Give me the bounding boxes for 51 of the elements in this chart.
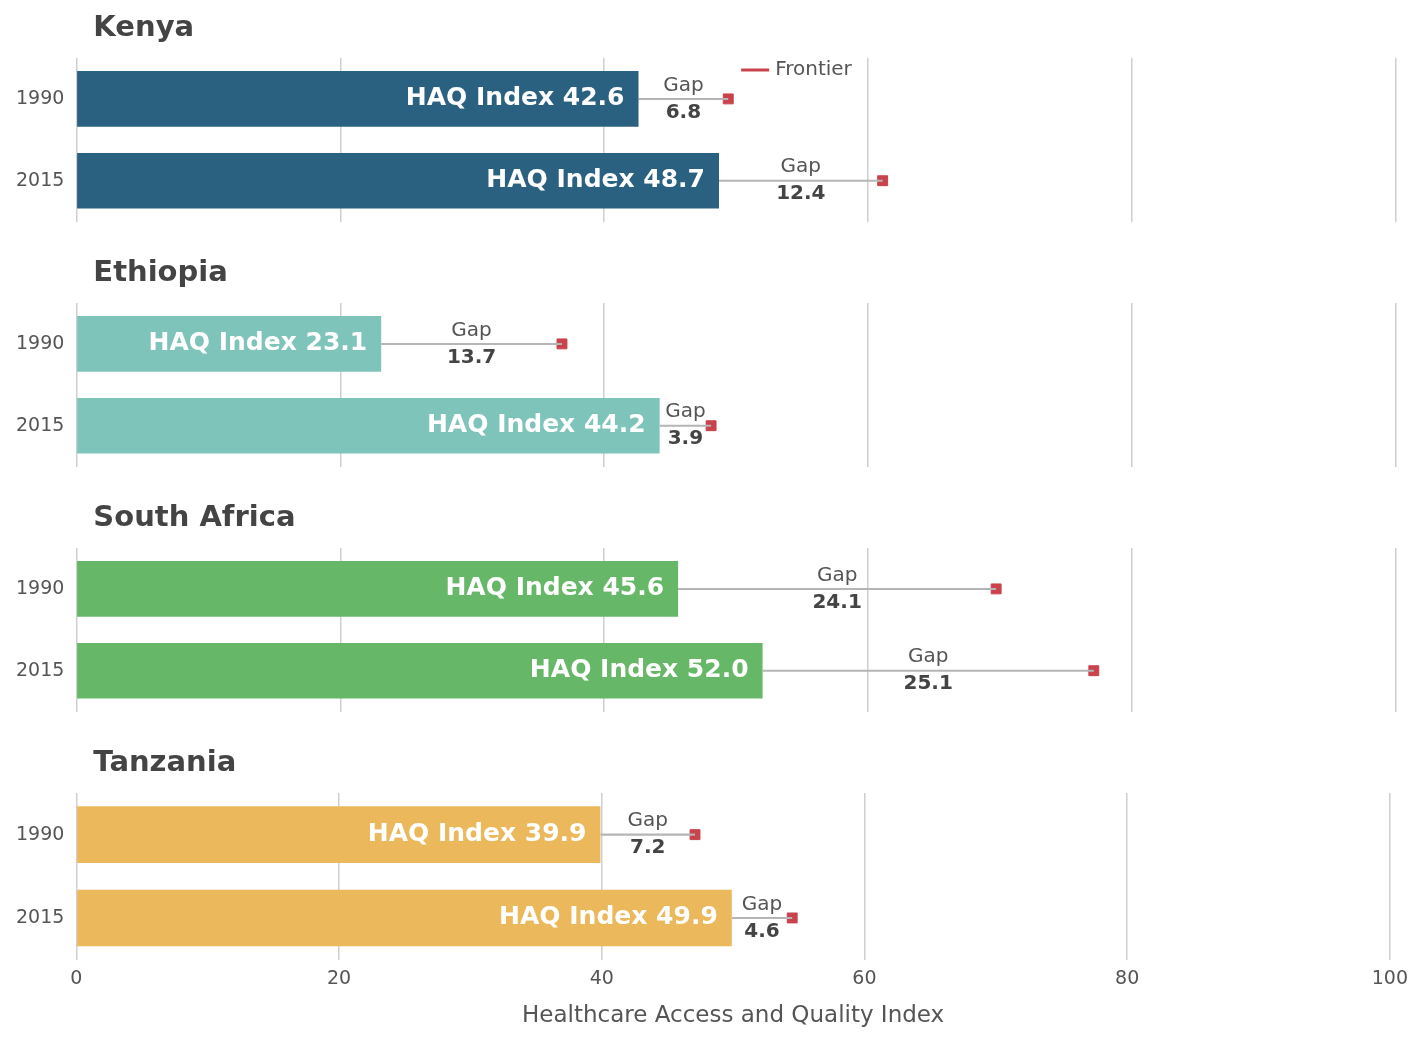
bar (77, 397, 660, 454)
data-label: Gap 7.2 (627, 807, 668, 859)
data-label: Gap 13.7 (446, 316, 497, 368)
y-tick-label: 2015 (15, 412, 65, 435)
bar (381, 342, 562, 345)
x-axis-title: Healthcare Access and Quality Index (522, 1001, 945, 1028)
y-tick-label: 1990 (15, 821, 65, 844)
bar (600, 833, 696, 836)
bar (659, 424, 712, 427)
data-label: HAQ Index 42.6 (405, 82, 625, 112)
y-tick-label: 1990 (15, 85, 65, 108)
y-tick-label: 2015 (15, 657, 65, 680)
x-tick-label: 20 (326, 965, 352, 988)
chart-title: Tanzania (93, 743, 237, 778)
x-tick-label: 40 (589, 965, 614, 988)
bar (77, 71, 639, 127)
chart-title: Ethiopia (93, 253, 228, 288)
data-label: Gap 6.8 (663, 71, 704, 123)
bar (77, 642, 763, 699)
bar (762, 669, 1094, 672)
bar (731, 916, 793, 919)
data-label: HAQ Index 44.2 (426, 409, 646, 439)
bar (638, 97, 729, 100)
data-label: Gap 4.6 (741, 890, 783, 942)
data-label: HAQ Index 23.1 (148, 327, 368, 357)
x-tick-label: 100 (1371, 965, 1408, 988)
bar (77, 889, 732, 947)
y-tick-label: 2015 (15, 904, 65, 927)
chart-title: Kenya (93, 8, 195, 43)
bar (678, 587, 997, 590)
x-tick-label: 0 (70, 965, 83, 988)
data-label: HAQ Index 39.9 (367, 818, 587, 848)
data-label: HAQ Index 52.0 (529, 654, 749, 684)
legend-label: Frontier (775, 56, 853, 81)
data-label: HAQ Index 45.6 (445, 572, 665, 602)
y-tick-label: 1990 (15, 575, 65, 598)
data-label: HAQ Index 48.7 (486, 164, 706, 194)
bar (719, 179, 883, 182)
y-tick-label: 2015 (15, 167, 65, 190)
x-tick-label: 60 (852, 965, 877, 988)
data-label: Gap 24.1 (812, 561, 862, 613)
x-tick-label: 80 (1115, 965, 1140, 988)
data-label: Gap 12.4 (776, 153, 826, 205)
data-label: HAQ Index 49.9 (499, 901, 718, 931)
y-tick-label: 1990 (15, 330, 65, 353)
data-label: Gap 25.1 (903, 643, 953, 695)
bar (77, 806, 601, 863)
bar (77, 561, 679, 617)
data-label: Gap 3.9 (665, 398, 706, 450)
bar (77, 152, 720, 209)
chart-title: South Africa (93, 498, 296, 533)
